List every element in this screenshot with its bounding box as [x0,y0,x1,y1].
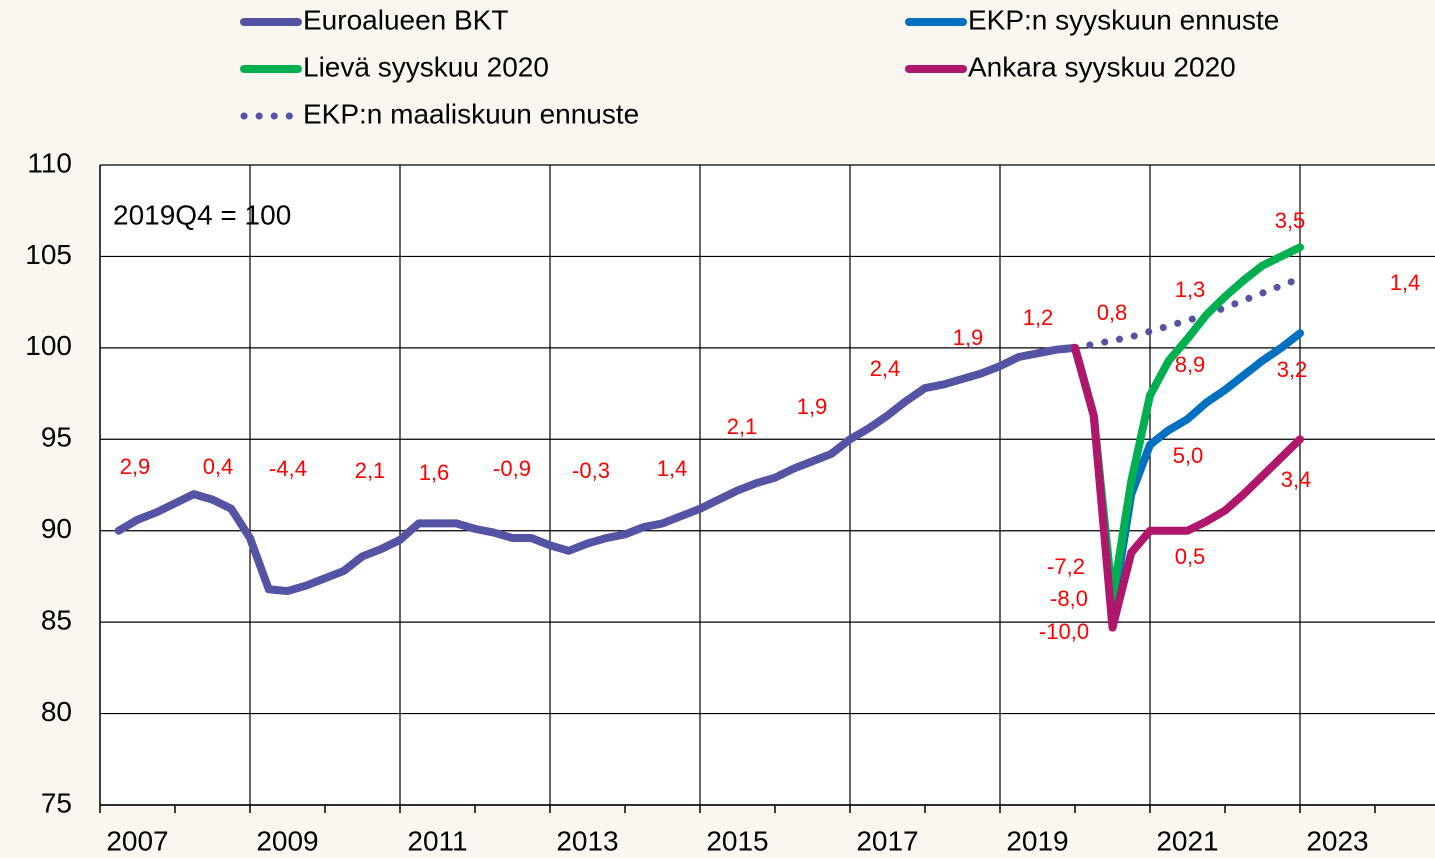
annotation: 8,9 [1175,352,1206,377]
legend-label: Euroalueen BKT [303,4,508,35]
x-tick-label: 2021 [1156,825,1218,856]
annotation: 3,4 [1281,467,1312,492]
y-tick-label: 110 [27,147,72,178]
x-tick-label: 2013 [556,825,618,856]
annotation: 1,2 [1023,305,1054,330]
annotation: 3,5 [1275,208,1306,233]
annotation: -0,9 [493,456,531,481]
annotation: 2,1 [727,414,758,439]
y-tick-label: 80 [41,696,72,727]
series-line [1071,343,1304,632]
x-tick-label: 2015 [706,825,768,856]
annotation: 3,2 [1277,357,1308,382]
y-tick-label: 85 [41,605,72,636]
legend-label: Ankara syyskuu 2020 [968,51,1236,82]
annotation: -10,0 [1039,619,1089,644]
annotation: -8,0 [1050,586,1088,611]
annotation: 0,4 [203,454,234,479]
y-tick-label: 75 [41,787,72,818]
annotation: -4,4 [269,456,307,481]
legend-label: EKP:n syyskuun ennuste [968,4,1279,35]
plot-area [100,165,1435,805]
annotation: -0,3 [572,458,610,483]
x-tick-label: 2007 [106,825,168,856]
x-tick-label: 2017 [856,825,918,856]
annotation: 1,9 [953,325,984,350]
annotation: 1,4 [657,456,688,481]
x-tick-label: 2023 [1306,825,1368,856]
x-tick-label: 2019 [1006,825,1068,856]
annotation: 0,5 [1175,544,1206,569]
y-tick-label: 95 [41,422,72,453]
y-tick-label: 90 [41,513,72,544]
annotation: 0,8 [1097,300,1128,325]
series-line [1071,274,1304,352]
note: 2019Q4 = 100 [113,199,291,230]
annotation: 1,6 [419,460,450,485]
x-tick-label: 2011 [407,825,467,856]
annotation: 1,9 [797,394,828,419]
y-tick-label: 105 [25,239,72,270]
annotation: 1,4 [1390,270,1421,295]
series-line [114,343,1079,596]
annotation: 2,4 [870,356,901,381]
annotation: 2,1 [355,458,386,483]
annotation: 2,9 [120,454,151,479]
x-tick-label: 2009 [256,825,318,856]
y-tick-label: 100 [25,330,72,361]
legend-label: Lievä syyskuu 2020 [303,51,549,82]
legend-label: EKP:n maaliskuun ennuste [303,98,639,129]
annotation: 1,3 [1175,277,1206,302]
annotation: 5,0 [1173,443,1204,468]
annotation: -7,2 [1047,554,1085,579]
